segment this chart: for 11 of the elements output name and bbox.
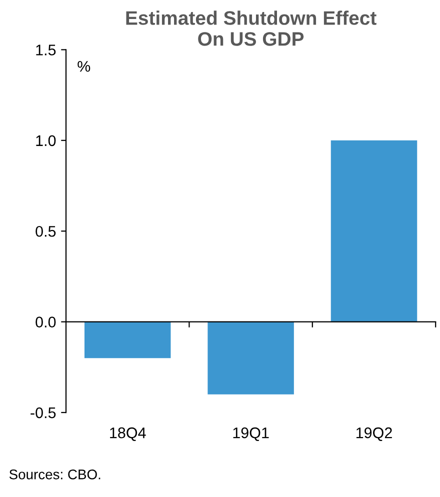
x-tick-label: 19Q1: [233, 427, 269, 441]
y-axis-title: %: [78, 61, 90, 72]
source-note: Sources: CBO.: [9, 470, 100, 480]
y-tick-label: -0.5: [30, 407, 56, 418]
x-tick-label: 18Q4: [110, 427, 146, 441]
y-tick-label: 1.5: [36, 44, 56, 56]
y-tick-label: 0.5: [36, 226, 56, 237]
chart-title: Estimated Shutdown Effect On US GDP: [126, 10, 376, 46]
y-tick-label: 0.0: [36, 316, 56, 328]
x-tick-label: 19Q2: [356, 427, 392, 441]
y-tick-label: 1.0: [36, 135, 56, 146]
